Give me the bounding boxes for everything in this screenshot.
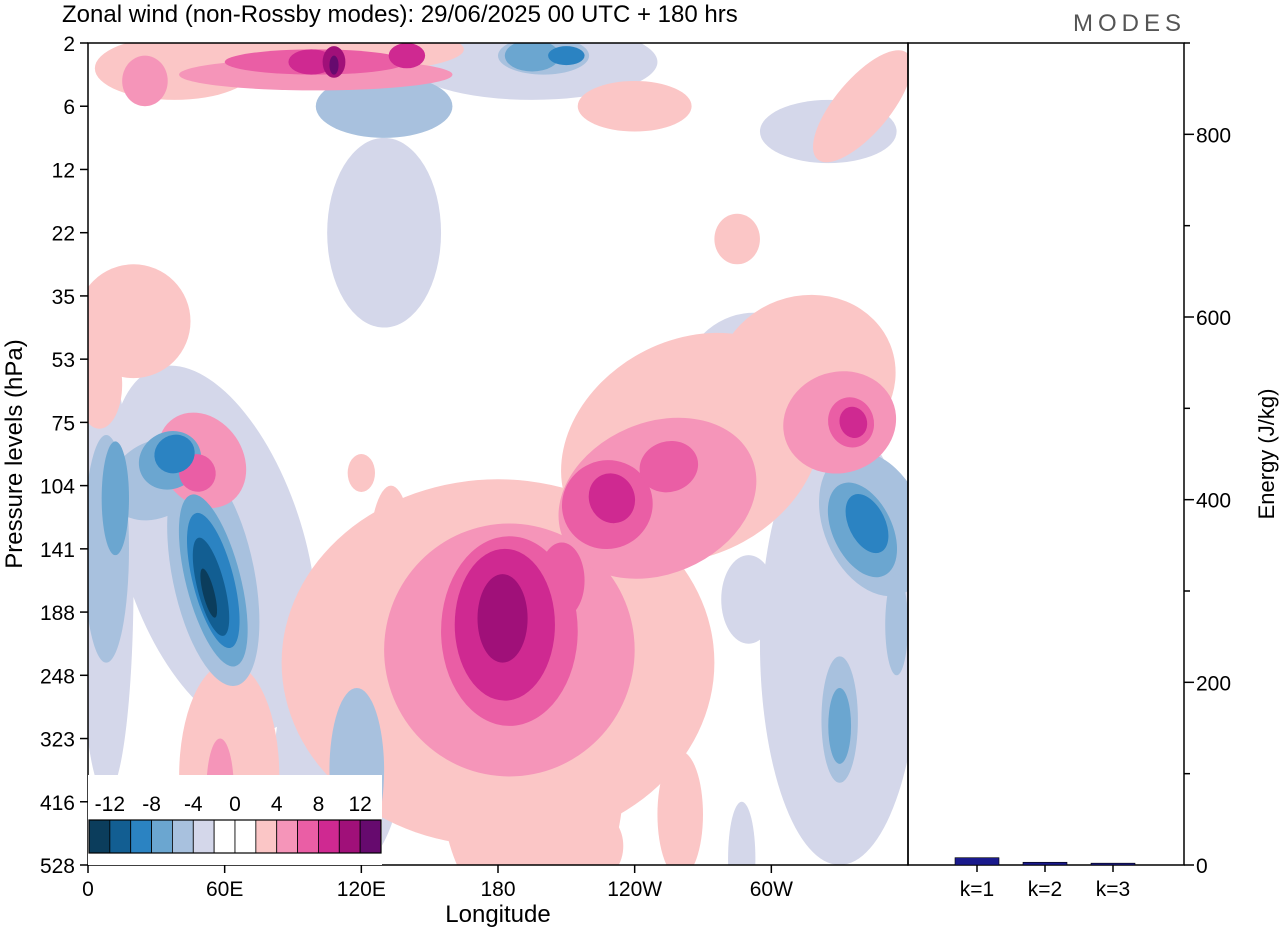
x-tick-label: 120W	[607, 878, 662, 901]
k-tick-label: k=3	[1096, 878, 1130, 901]
energy-panel-frame	[907, 42, 1185, 866]
wind-contour	[828, 687, 852, 764]
colorbar-cell	[213, 819, 236, 854]
energy-tick-label: 400	[1196, 490, 1231, 513]
energy-bar	[1090, 862, 1136, 866]
energy-bar	[1022, 861, 1068, 866]
colorbar-cell	[255, 819, 278, 854]
y-tick-label: 75	[52, 412, 75, 435]
k-tick-label: k=2	[1028, 878, 1062, 901]
x-tick-label: 60W	[750, 878, 793, 901]
colorbar-frame	[88, 819, 382, 854]
wind-contour	[588, 473, 636, 524]
wind-contour	[504, 43, 560, 72]
colorbar-cell	[151, 819, 173, 854]
y-axis-label: Pressure levels (hPa)	[1, 339, 28, 568]
colorbar-label: 4	[271, 793, 283, 816]
y-tick-label: 2	[63, 33, 75, 56]
x-tick-label: 180	[480, 878, 515, 901]
wind-contour	[812, 50, 908, 163]
colorbar-label: 0	[229, 793, 241, 816]
x-tick-label: 60E	[206, 878, 243, 901]
colorbar-label: -8	[142, 793, 161, 816]
wind-contour	[315, 74, 453, 138]
colorbar-cell	[338, 819, 361, 854]
colorbar-cell	[276, 819, 298, 854]
wind-contour	[88, 264, 191, 379]
y-tick-label: 22	[52, 223, 75, 246]
k-tick-label: k=1	[960, 878, 994, 901]
y-tick-label: 188	[40, 602, 75, 625]
heatmap-plot-area	[88, 43, 908, 865]
wind-contour	[721, 555, 776, 644]
energy-tick-label: 600	[1196, 307, 1231, 330]
wind-contour	[154, 434, 195, 474]
wind-contour	[288, 49, 334, 75]
y-tick-label: 104	[40, 476, 75, 499]
colorbar-cell	[109, 819, 132, 854]
wind-contour	[839, 406, 868, 439]
wind-contour	[122, 55, 168, 107]
colorbar-label: 8	[313, 793, 325, 816]
wind-contour	[714, 213, 760, 265]
colorbar-cell	[359, 819, 382, 854]
y-tick-label: 12	[52, 159, 75, 182]
energy-axis-label: Energy (J/kg)	[1254, 389, 1279, 520]
longitude-axis: 0 60E 120E 180 120W 60W	[82, 865, 793, 901]
y-tick-label: 248	[40, 665, 75, 688]
y-tick-label: 416	[40, 792, 75, 815]
colorbar-cell	[172, 819, 194, 854]
chart-title: Zonal wind (non-Rossby modes): 29/06/202…	[62, 1, 738, 28]
colorbar-cell	[88, 819, 111, 854]
x-axis-label: Longitude	[445, 901, 550, 928]
colorbar-legend: -12 -8 -4 0 4 8 12	[88, 775, 382, 865]
wind-contour	[657, 751, 703, 865]
colorbar-cell	[192, 819, 215, 854]
wind-contour	[548, 46, 585, 66]
y-tick-label: 323	[40, 729, 75, 752]
y-tick-label: 141	[40, 539, 75, 562]
colorbar-cell	[318, 819, 340, 854]
energy-tick-label: 200	[1196, 672, 1231, 695]
x-tick-label: 120E	[337, 878, 386, 901]
wind-contour	[577, 814, 624, 865]
wind-contour	[477, 574, 528, 663]
wind-contour	[347, 454, 376, 492]
y-tick-label: 528	[40, 855, 75, 878]
energy-tick-label: 800	[1196, 124, 1231, 147]
modes-logo: MODES	[1073, 10, 1186, 37]
energy-axis: 0 200 400 600 800	[1184, 42, 1231, 878]
wind-contour	[329, 55, 339, 75]
wind-contour	[885, 574, 908, 676]
wind-contour	[728, 801, 756, 865]
colorbar-cell	[297, 819, 319, 854]
colorbar-label: -12	[95, 793, 125, 816]
y-tick-label: 53	[52, 349, 75, 372]
wind-contour	[101, 441, 129, 556]
colorbar-cell	[234, 819, 257, 854]
wind-contour	[388, 43, 426, 69]
colorbar-label: 12	[348, 793, 371, 816]
pressure-axis: 2 6 12 22 35 53 75 104 141 188 248 323 416 528	[40, 33, 88, 878]
wind-contour	[577, 80, 692, 132]
wind-contour	[327, 137, 442, 328]
wind-contour	[845, 494, 889, 554]
energy-bars	[954, 857, 1136, 866]
colorbar-cell	[130, 819, 152, 854]
energy-bar	[954, 857, 1000, 866]
wavenumber-axis: k=1 k=2 k=3	[960, 865, 1130, 901]
colorbar-label: -4	[184, 793, 203, 816]
y-tick-label: 35	[52, 286, 75, 309]
y-tick-label: 6	[63, 96, 75, 119]
energy-tick-label: 0	[1196, 855, 1208, 878]
wind-contour	[88, 340, 123, 429]
wind-contour	[639, 440, 699, 493]
x-tick-label: 0	[82, 878, 94, 901]
wind-contour	[200, 568, 218, 618]
